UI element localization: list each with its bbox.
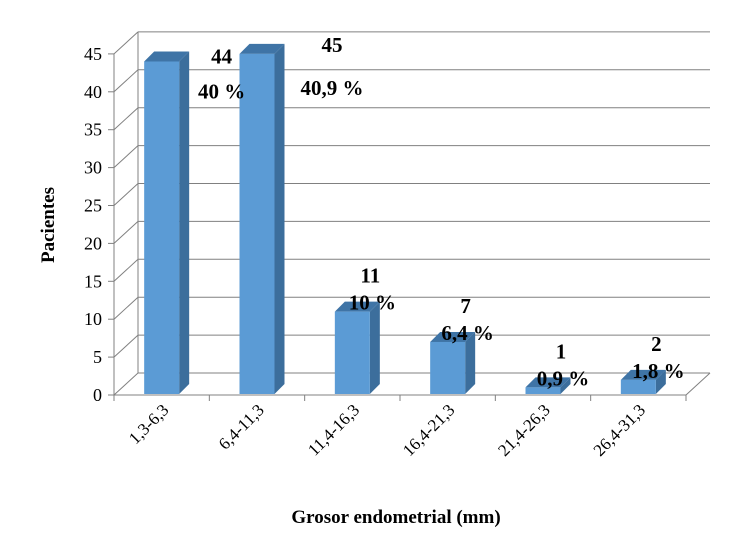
x-tick-label: 11,4-16,3 [304, 400, 363, 459]
bar-front [430, 341, 466, 394]
bars [144, 43, 666, 395]
percent-label: 40,9 % [301, 76, 364, 100]
gridline-side [113, 296, 139, 320]
y-tick-label: 40 [84, 82, 102, 102]
percent-label: 40 % [198, 79, 245, 103]
bar-front [620, 379, 656, 394]
y-tick-label: 5 [93, 347, 102, 367]
bar-side [655, 369, 666, 394]
bar-side [465, 331, 476, 394]
x-tick-label: 26,4-31,3 [590, 400, 650, 460]
bar-side [274, 43, 285, 395]
y-tick-label: 10 [84, 309, 102, 329]
bar-top [239, 43, 285, 54]
y-tick-label: 30 [84, 158, 102, 178]
value-label: 45 [322, 33, 343, 57]
percent-label: 1,8 % [632, 359, 685, 383]
bar-front [239, 53, 275, 395]
bar [144, 51, 190, 394]
y-tick-label: 15 [84, 271, 102, 291]
bar-top [525, 377, 571, 388]
bar-side [560, 377, 571, 394]
gridline-side [113, 107, 139, 131]
x-tick-label: 16,4-21,3 [399, 400, 459, 460]
bar [334, 301, 380, 394]
bar [430, 331, 476, 394]
bar [239, 43, 285, 395]
value-label: 7 [460, 294, 471, 318]
x-axis: 1,3-6,3 6,4-11,3 11,4-16,3 16,4-21,3 21,4-26… [113, 395, 687, 460]
bar [525, 377, 571, 394]
floor-right-edge [685, 372, 711, 396]
value-label: 11 [360, 264, 380, 288]
x-axis-title: Grosor endometrial (mm) [291, 507, 500, 528]
gridline-side [113, 183, 139, 206]
bar-top [334, 301, 380, 312]
gridline-side [113, 69, 139, 93]
y-axis-title: Pacientes [38, 187, 59, 263]
bar-front [144, 61, 180, 394]
value-label: 2 [651, 332, 662, 356]
gridline-side [113, 145, 139, 168]
x-tick-label: 21,4-26,3 [494, 400, 554, 460]
gridline-side [113, 258, 139, 282]
percent-label: 10 % [349, 291, 396, 315]
value-label: 1 [556, 339, 567, 363]
gridline-side [113, 31, 139, 55]
bar-top [620, 369, 666, 380]
y-tick-label: 20 [84, 233, 102, 253]
value-label: 44 [211, 44, 233, 68]
y-axis: 0 5 10 15 20 25 30 35 40 45 [84, 44, 115, 405]
gridline-side [113, 221, 139, 244]
y-tick-label: 45 [84, 44, 102, 64]
percent-label: 6,4 % [441, 321, 494, 345]
y-tick-label: 35 [84, 120, 102, 140]
x-tick-label: 1,3-6,3 [125, 400, 172, 447]
percent-label: 0,9 % [537, 366, 590, 390]
bar-side [369, 301, 380, 394]
y-tick-label: 25 [84, 196, 102, 216]
data-labels: 44 40 % 45 40,9 % 11 10 % 7 6,4 % 1 0,9 % 2 1,8 % [198, 33, 685, 391]
x-tick-label: 6,4-11,3 [215, 400, 268, 453]
bar-front [334, 311, 370, 394]
bar [620, 369, 666, 394]
bar-front [525, 387, 561, 394]
gridline-side [113, 334, 139, 358]
gridline-side [113, 372, 139, 396]
y-tick-label: 0 [93, 385, 102, 405]
bar-top [144, 51, 190, 62]
bar-side [179, 51, 190, 394]
bar-top [430, 331, 476, 342]
